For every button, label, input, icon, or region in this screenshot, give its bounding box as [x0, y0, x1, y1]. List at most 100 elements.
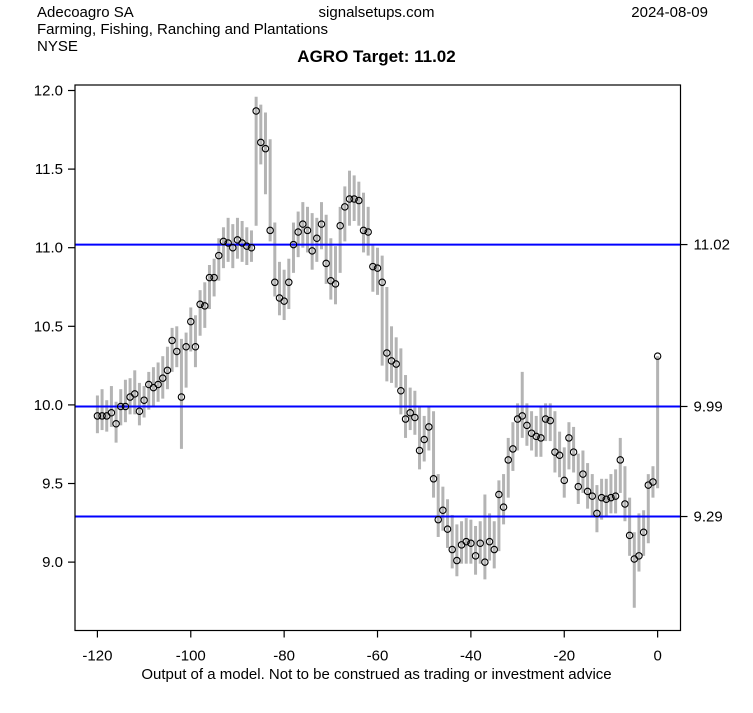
close-point	[392, 360, 400, 368]
close-point	[201, 302, 209, 310]
website-label: signalsetups.com	[318, 4, 435, 21]
y-tick-label: 10.5	[34, 318, 63, 335]
plot-border	[74, 84, 682, 632]
close-point	[621, 500, 629, 508]
close-point	[509, 445, 517, 453]
x-tick-label: -120	[82, 648, 112, 665]
close-point	[439, 506, 447, 514]
close-point	[98, 412, 106, 420]
close-point	[462, 537, 470, 546]
target-lines	[75, 243, 681, 518]
close-point	[518, 412, 526, 420]
close-point	[187, 317, 195, 326]
target-level-label: 9.99	[694, 398, 723, 415]
close-point	[289, 240, 298, 249]
close-point	[485, 537, 494, 546]
disclaimer-caption: Output of a model. Not to be construed a…	[141, 666, 612, 683]
close-point	[555, 451, 564, 459]
close-point	[219, 237, 228, 246]
close-point	[350, 195, 358, 203]
chart-title: AGRO Target: 11.02	[297, 47, 456, 66]
close-point	[285, 278, 293, 287]
close-point	[355, 196, 363, 205]
y-tick-label: 12.0	[34, 83, 63, 100]
y-axis: 9.0 9.5 10.0 10.5 11.0 11.5 12.0	[34, 83, 75, 571]
close-point	[434, 515, 442, 524]
close-point	[159, 374, 167, 382]
y-tick-label: 9.5	[42, 476, 63, 493]
close-point	[364, 228, 372, 236]
range-bars	[95, 96, 660, 608]
close-point	[560, 476, 569, 485]
close-point	[121, 402, 130, 411]
close-point	[182, 342, 190, 351]
close-point	[616, 456, 625, 464]
y-tick-label: 11.0	[35, 240, 63, 257]
close-point	[177, 393, 186, 401]
close-point	[345, 195, 354, 203]
close-point	[583, 487, 592, 496]
close-point	[383, 349, 391, 357]
close-point	[499, 503, 508, 511]
close-point	[607, 493, 615, 502]
close-point	[93, 412, 102, 420]
close-point	[243, 242, 251, 250]
close-point	[602, 495, 611, 503]
close-point	[574, 482, 583, 491]
close-point	[429, 475, 438, 483]
close-point	[453, 556, 461, 565]
close-point	[168, 336, 176, 345]
close-point	[523, 421, 531, 430]
y-tick-label: 11.5	[35, 161, 63, 178]
close-point	[653, 352, 662, 360]
close-point	[420, 435, 428, 444]
x-axis: -120 -100 -80 -60 -40 -20 0	[82, 630, 662, 665]
x-tick-label: -80	[273, 648, 295, 665]
close-point	[252, 107, 260, 115]
close-point	[490, 545, 498, 554]
close-point	[336, 221, 344, 230]
close-point	[210, 273, 218, 282]
company-name: Adecoagro SA	[37, 4, 134, 21]
close-point	[271, 278, 279, 287]
close-point	[224, 239, 232, 247]
close-point	[443, 525, 452, 533]
close-point	[649, 478, 657, 486]
close-point	[107, 409, 116, 417]
close-point	[205, 273, 214, 282]
close-point	[196, 300, 204, 309]
close-point	[313, 234, 321, 243]
x-tick-label: -40	[460, 648, 482, 665]
close-point	[597, 493, 606, 502]
close-point	[593, 509, 601, 518]
close-point	[191, 342, 200, 351]
close-point	[373, 264, 382, 272]
close-point	[611, 492, 620, 500]
close-point	[541, 415, 550, 423]
y-tick-label: 10.0	[34, 397, 63, 414]
close-point	[331, 280, 340, 288]
close-point	[303, 226, 312, 235]
close-point	[117, 402, 125, 411]
close-point	[569, 448, 578, 456]
close-point	[415, 446, 424, 455]
close-point	[425, 423, 433, 431]
close-point	[261, 144, 270, 153]
close-point	[266, 226, 274, 235]
industry-name: Farming, Fishing, Ranching and Plantatio…	[37, 21, 328, 38]
close-point	[504, 456, 512, 464]
target-line-labels: 11.02 9.99 9.29	[680, 237, 730, 526]
close-point	[635, 552, 643, 560]
x-tick-label: 0	[653, 648, 661, 665]
close-point	[131, 390, 139, 398]
y-tick-label: 9.0	[42, 554, 63, 571]
close-point	[135, 407, 144, 415]
close-point	[639, 528, 648, 536]
close-point	[173, 347, 181, 356]
close-point	[579, 470, 587, 478]
exchange-name: NYSE	[37, 38, 78, 55]
close-point	[588, 492, 597, 500]
close-point	[495, 490, 503, 499]
